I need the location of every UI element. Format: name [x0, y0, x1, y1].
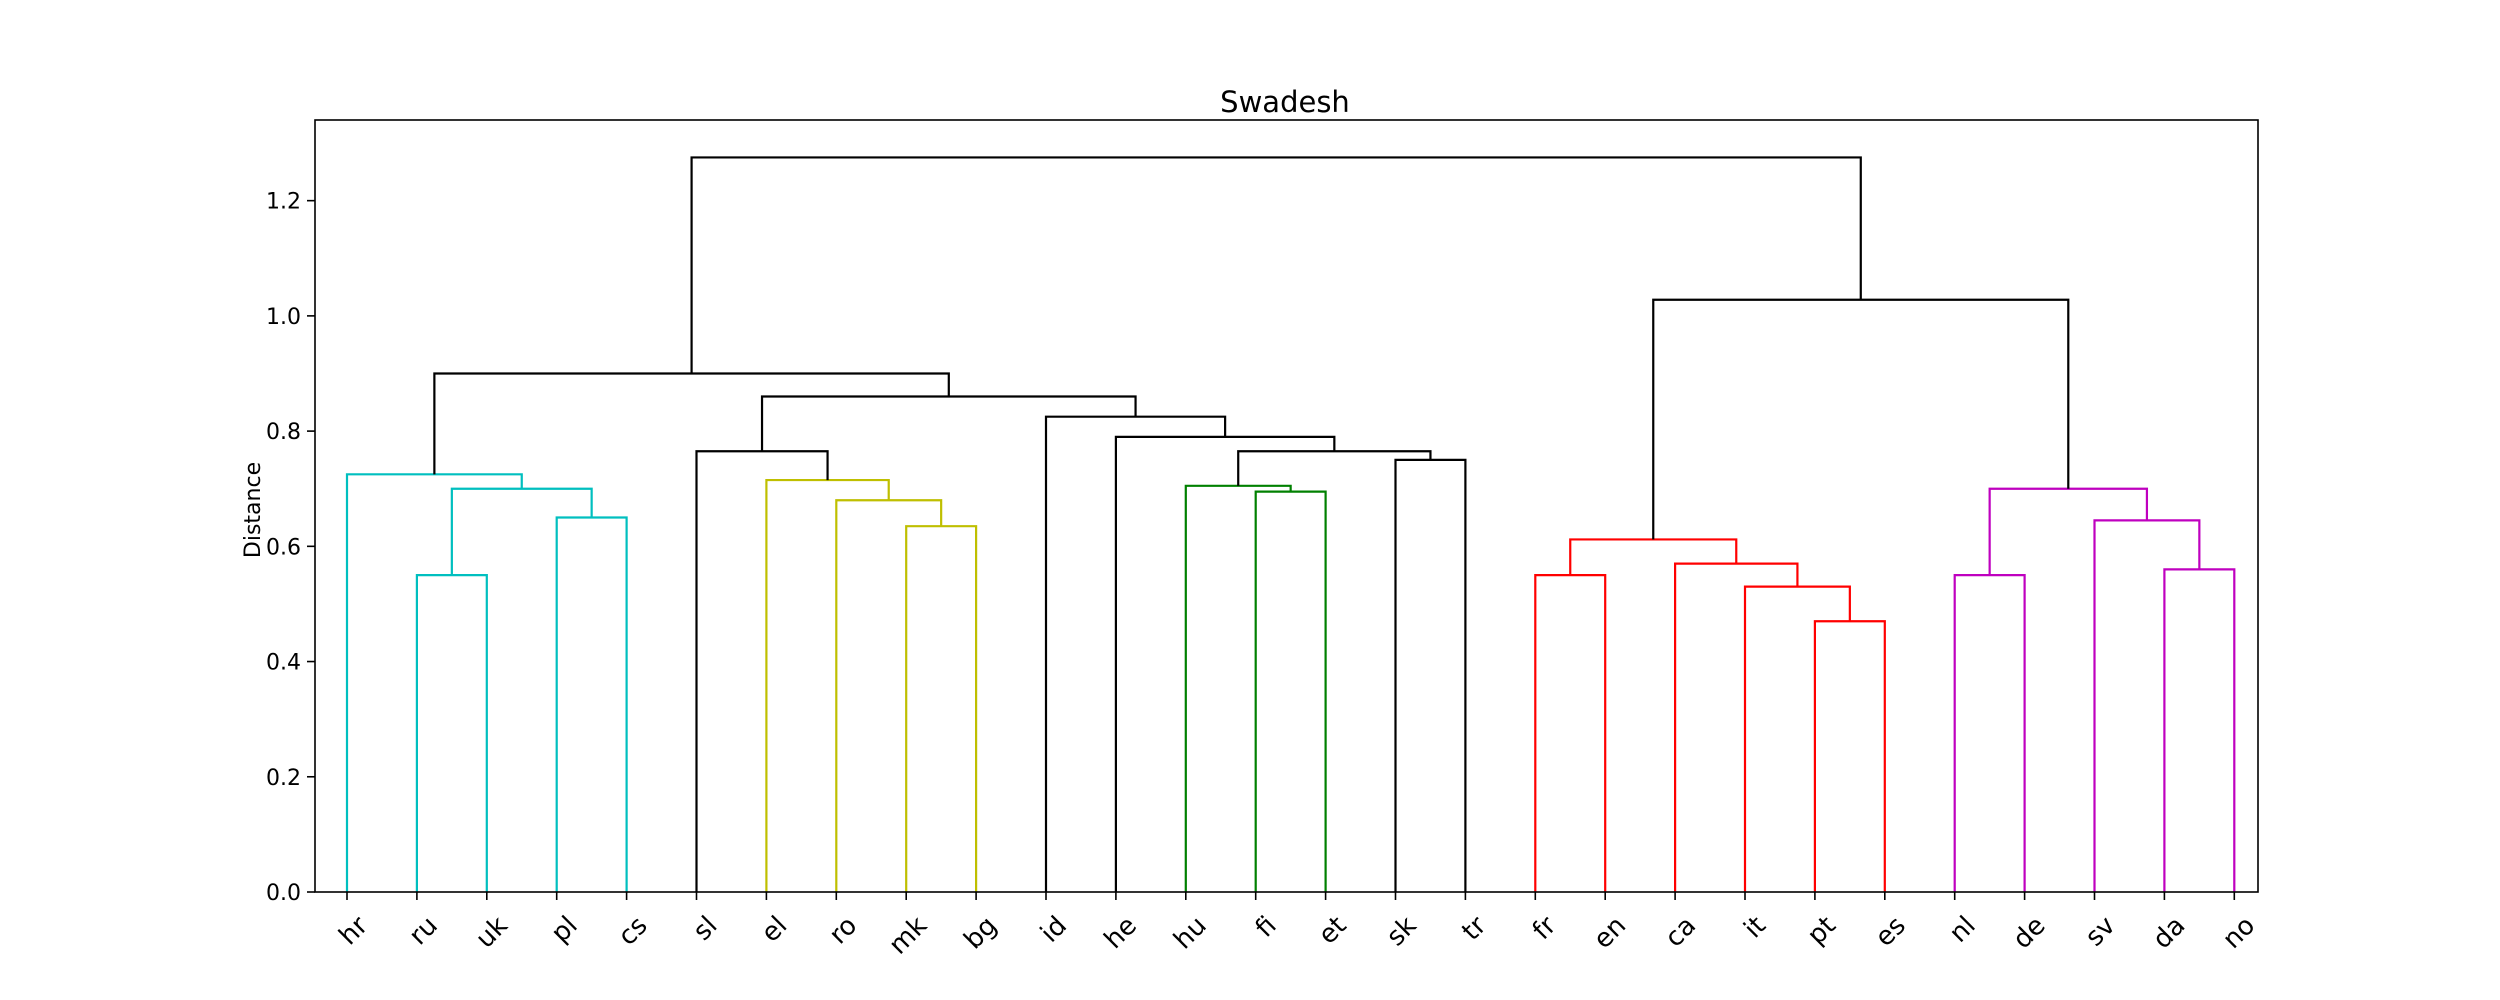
leaf-label-nl: nl	[1944, 911, 1982, 949]
dendrogram-link-10	[1394, 458, 1467, 892]
dendrogram-link-22	[2093, 519, 2201, 892]
y-axis-ticks: 0.0 0.2 0.4 0.6 0.8 1.0 1.2	[266, 190, 315, 906]
dendrogram-link-24	[1988, 487, 2149, 576]
dendrogram-link-21	[2163, 568, 2236, 892]
plot-frame	[314, 119, 2259, 893]
dendrogram-link-18	[1674, 562, 1799, 892]
dendrogram-link-0	[415, 574, 488, 892]
y-tick-label: 0.2	[266, 766, 301, 791]
leaf-label-da: da	[2147, 911, 2191, 955]
dendrogram-link-25	[1652, 298, 2070, 540]
leaf-label-tr: tr	[1456, 911, 1492, 947]
leaf-label-id: id	[1035, 911, 1073, 949]
dendrogram-link-8	[1254, 490, 1327, 892]
y-tick-label: 0.0	[266, 881, 301, 906]
y-axis-label: Distance	[241, 462, 266, 558]
y-tick-label: 0.4	[266, 651, 301, 676]
y-tick-label: 1.2	[266, 190, 301, 215]
dendrogram-link-2	[450, 487, 593, 576]
chart-title: Swadesh	[1220, 85, 1350, 119]
leaf-label-it: it	[1738, 911, 1772, 945]
dendrogram-link-14	[760, 395, 1137, 452]
dendrogram-link-6	[765, 478, 890, 892]
dendrogram-link-3	[345, 473, 523, 892]
y-tick-label: 0.6	[266, 535, 301, 560]
leaf-label-et: et	[1313, 911, 1353, 951]
leaf-label-fr: fr	[1527, 911, 1562, 946]
dendrogram-link-26	[690, 156, 1862, 374]
dendrogram-links	[345, 156, 2236, 892]
leaf-label-pt: pt	[1802, 911, 1842, 951]
leaf-label-de: de	[2007, 911, 2051, 955]
leaf-label-he: he	[1099, 911, 1143, 955]
dendrogram-link-17	[1743, 585, 1851, 892]
leaf-label-fi: fi	[1250, 911, 1283, 944]
leaf-label-hr: hr	[334, 911, 375, 952]
x-axis-ticks: hr ru uk pl cs sl el ro mk bg id he hu fi et sk tr fr en ca…	[334, 892, 2261, 961]
dendrogram-link-15	[433, 372, 950, 475]
leaf-label-mk: mk	[883, 911, 933, 961]
leaf-label-sl: sl	[688, 911, 724, 947]
dendrogram-link-7	[695, 450, 829, 892]
leaf-label-cs: cs	[613, 911, 654, 952]
dendrogram-link-13	[1044, 415, 1227, 892]
dendrogram-link-11	[1237, 450, 1432, 486]
dendrogram-link-19	[1534, 574, 1607, 892]
leaf-label-uk: uk	[470, 911, 514, 955]
leaf-label-pl: pl	[546, 911, 584, 949]
dendrogram-link-1	[555, 516, 628, 892]
dendrogram-link-16	[1813, 620, 1886, 892]
dendrogram-link-4	[905, 525, 978, 892]
leaf-label-ru: ru	[403, 911, 443, 951]
leaf-label-ro: ro	[824, 911, 864, 951]
dendrogram-link-20	[1569, 538, 1738, 576]
dendrogram-link-9	[1184, 484, 1292, 892]
leaf-label-ca: ca	[1659, 911, 1702, 954]
y-tick-label: 0.8	[266, 420, 301, 445]
dendrogram-link-23	[1953, 574, 2026, 892]
leaf-label-en: en	[1588, 911, 1632, 955]
leaf-label-bg: bg	[959, 911, 1004, 956]
leaf-label-sv: sv	[2080, 911, 2122, 953]
leaf-label-sk: sk	[1381, 911, 1422, 952]
leaf-label-el: el	[756, 911, 794, 949]
leaf-label-hu: hu	[1168, 911, 1213, 956]
y-tick-label: 1.0	[266, 305, 301, 330]
leaf-label-no: no	[2217, 911, 2261, 955]
leaf-label-es: es	[1870, 911, 1912, 953]
dendrogram-link-12	[1114, 435, 1336, 892]
dendrogram-link-5	[835, 499, 943, 892]
